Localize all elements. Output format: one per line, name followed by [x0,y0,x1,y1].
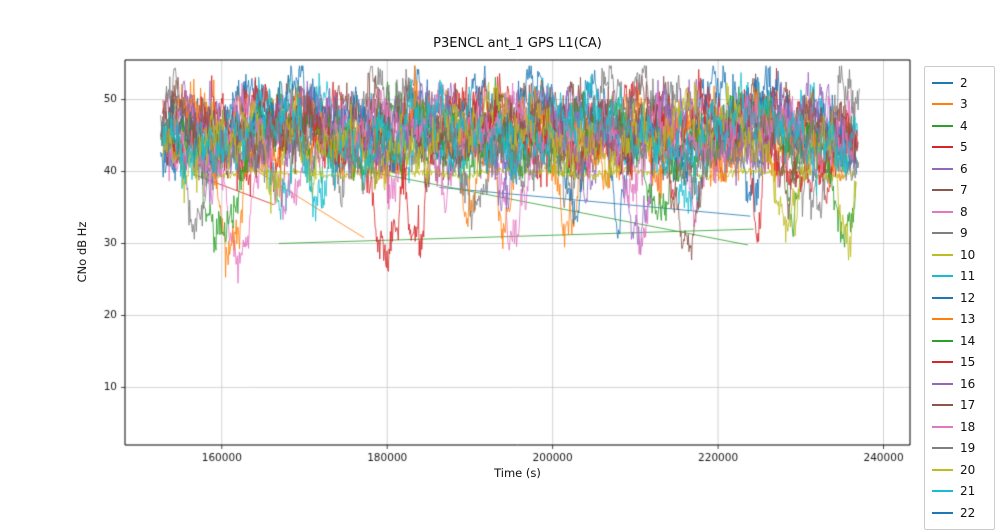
legend-label: 18 [960,419,976,434]
legend-swatch [932,210,953,213]
legend: 2 3 4 5 6 7 8 9 10 11 12 13 14 15 16 17 18 19 20 21 22 [924,66,995,530]
legend-item: 19 [932,438,994,460]
legend-swatch [932,425,953,428]
legend-item: 11 [932,266,994,288]
legend-swatch [932,232,953,235]
legend-label: 21 [960,484,976,499]
legend-item: 2 [932,72,994,94]
legend-label: 22 [960,505,976,520]
legend-swatch [932,296,953,299]
plot-canvas [0,0,1000,500]
legend-item: 22 [932,502,994,524]
legend-item: 6 [932,158,994,180]
legend-item: 7 [932,180,994,202]
legend-label: 12 [960,290,976,305]
legend-label: 5 [960,140,968,155]
legend-label: 15 [960,355,976,370]
legend-label: 8 [960,204,968,219]
legend-label: 14 [960,333,976,348]
legend-label: 17 [960,398,976,413]
legend-label: 3 [960,97,968,112]
legend-item: 16 [932,373,994,395]
legend-label: 6 [960,161,968,176]
chart-title: P3ENCL ant_1 GPS L1(CA) [433,36,602,51]
legend-swatch [932,81,953,84]
legend-item: 14 [932,330,994,352]
legend-item: 5 [932,137,994,159]
legend-item: 12 [932,287,994,309]
legend-swatch [932,511,953,514]
legend-label: 2 [960,75,968,90]
legend-label: 9 [960,226,968,241]
legend-swatch [932,189,953,192]
legend-label: 20 [960,462,976,477]
legend-swatch [932,253,953,256]
legend-swatch [932,468,953,471]
legend-item: 21 [932,481,994,503]
legend-swatch [932,103,953,106]
legend-item: 3 [932,94,994,116]
legend-label: 7 [960,183,968,198]
legend-label: 19 [960,441,976,456]
legend-item: 13 [932,309,994,331]
legend-swatch [932,361,953,364]
legend-item: 8 [932,201,994,223]
legend-swatch [932,167,953,170]
legend-label: 16 [960,376,976,391]
legend-swatch [932,318,953,321]
legend-swatch [932,382,953,385]
legend-label: 10 [960,247,976,262]
legend-item: 9 [932,223,994,245]
legend-item: 10 [932,244,994,266]
legend-swatch [932,339,953,342]
legend-swatch [932,146,953,149]
legend-swatch [932,490,953,493]
y-axis-label: CNo dB Hz [75,221,89,283]
x-axis-label: Time (s) [494,466,541,480]
legend-label: 11 [960,269,976,284]
legend-swatch [932,404,953,407]
legend-swatch [932,124,953,127]
legend-item: 4 [932,115,994,137]
legend-label: 4 [960,118,968,133]
legend-swatch [932,275,953,278]
legend-label: 13 [960,312,976,327]
legend-swatch [932,447,953,450]
legend-item: 17 [932,395,994,417]
legend-item: 20 [932,459,994,481]
legend-item: 15 [932,352,994,374]
legend-item: 18 [932,416,994,438]
